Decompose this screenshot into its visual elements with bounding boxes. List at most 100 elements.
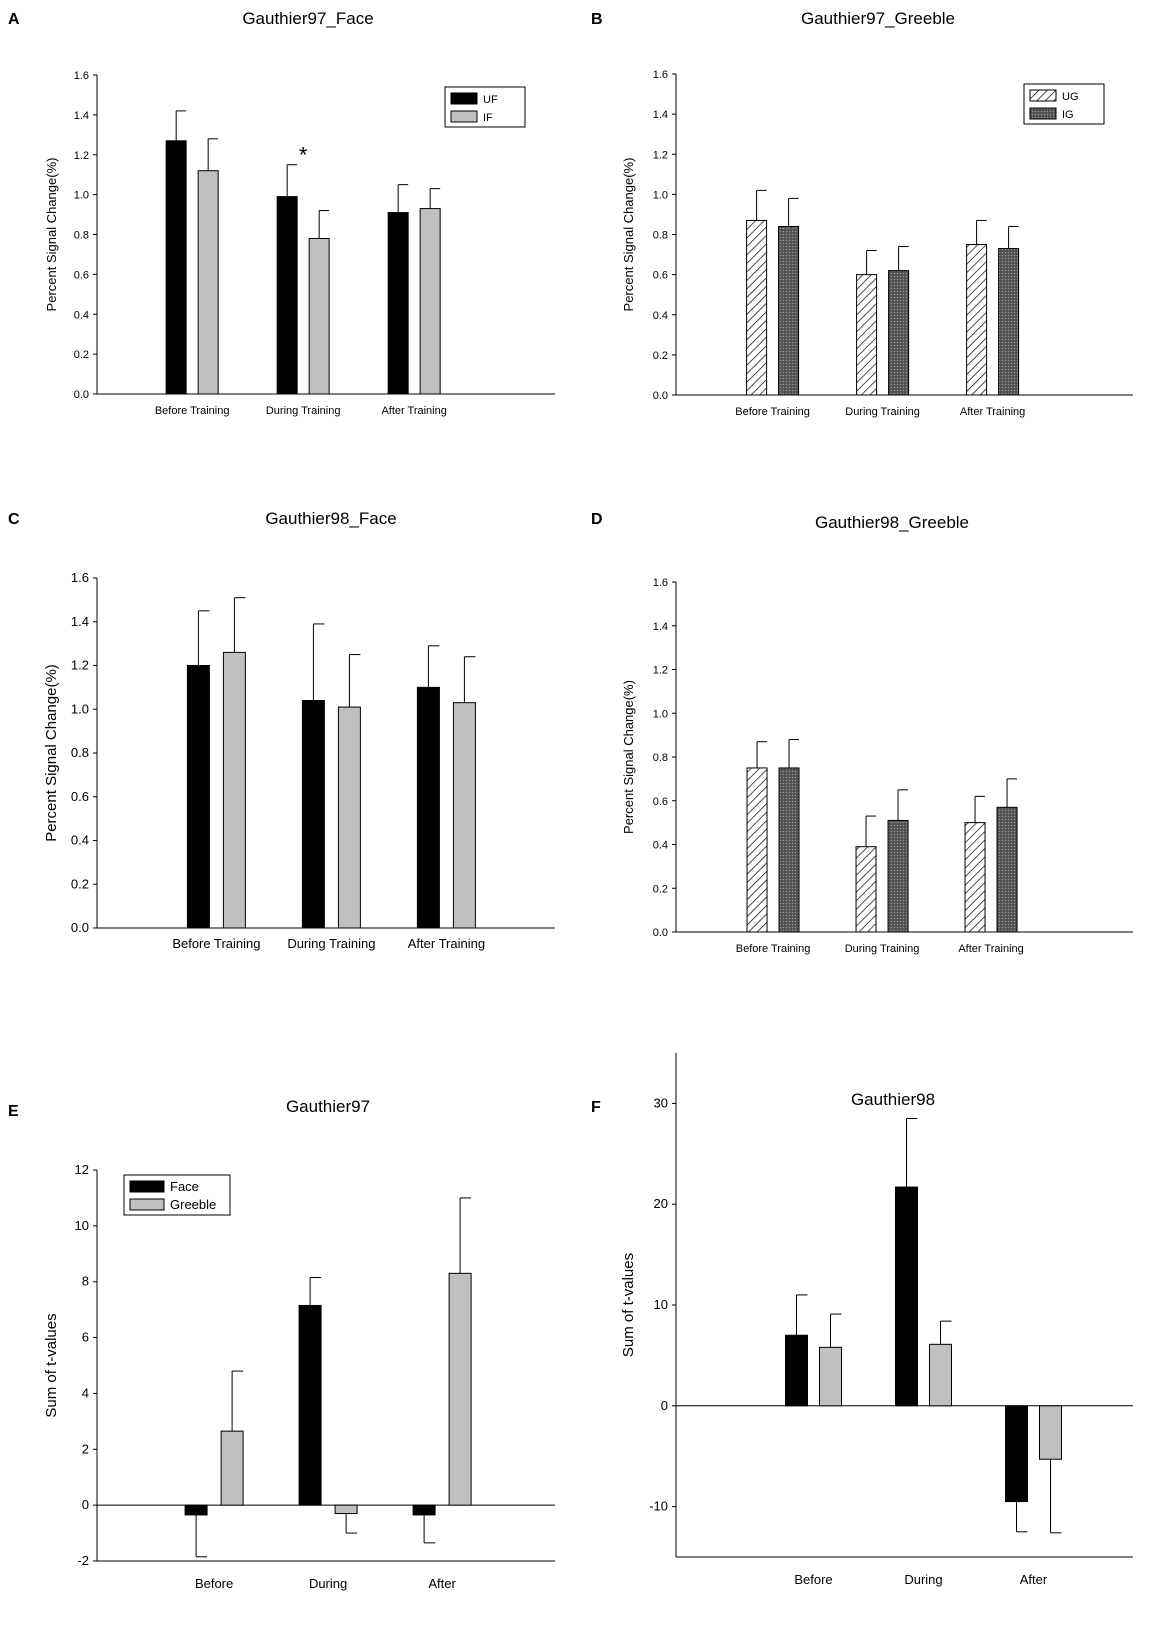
y-tick-label: 1.6 [71,570,89,585]
y-tick-label: 0.4 [653,310,668,322]
panel-label: E [8,1103,19,1120]
bar-ig-2 [887,819,909,933]
x-tick-label: During [904,1572,942,1587]
y-axis-label: Percent Signal Change(%) [621,158,636,312]
y-tick-label: -10 [649,1499,668,1514]
x-tick-label: Before Training [155,405,230,417]
bar-ig-3 [998,248,1020,396]
bar-if-3 [452,702,476,929]
bar-if-1 [222,651,246,929]
x-tick-label: Before Training [172,936,260,951]
y-tick-label: 0.0 [653,390,668,402]
bar-ug-2 [855,846,877,933]
x-tick-label: Before [195,1576,233,1591]
chart-title: Gauthier98 [851,1090,935,1109]
chart-panel-f: F Gauthier98 Sum of t-values -10 0 10 20 30 Befo… [591,1053,1133,1587]
y-tick-label: 0.2 [74,349,89,361]
bar-ig-2 [888,270,910,396]
chart-panel-b: B Gauthier97_Greeble Percent Signal Change… [591,9,1133,418]
y-tick-label: 1.0 [653,189,668,201]
bar-uf-3 [387,212,409,395]
chart-title: Gauthier97_Greeble [801,9,955,28]
y-tick-label: 10 [75,1218,89,1233]
y-tick-label: 12 [75,1162,89,1177]
bar-ig-3 [996,806,1018,933]
y-tick-label: 6 [82,1330,89,1345]
legend-swatch-uf [450,92,478,105]
significance-annotation: * [299,143,308,168]
y-tick-label: 1.0 [653,708,668,720]
panel-label: C [8,511,20,528]
y-tick-label: 0.0 [653,927,668,939]
chart-panel-e: E Gauthier97 Sum of t-values -2 0 2 4 6 8 10 12 Bef… [8,1097,555,1591]
bar-ug-2 [856,274,878,396]
y-tick-label: 8 [82,1274,89,1289]
panel-label: D [591,511,603,528]
y-axis-label: Sum of t-values [43,1313,60,1417]
y-tick-label: 0.8 [653,752,668,764]
y-tick-label: 0.2 [653,883,668,895]
y-tick-label: 1.2 [71,658,89,673]
x-tick-label: After Training [958,943,1023,955]
legend-swatch-greeble [129,1198,165,1211]
y-tick-label: 0.4 [653,840,668,852]
bar-uf-1 [165,140,187,395]
bar-ug-3 [966,244,988,396]
legend-label-uf: UF [483,94,498,106]
y-tick-label: 0 [661,1398,668,1413]
x-tick-label: After Training [381,405,446,417]
x-tick-label: During Training [845,406,920,418]
y-tick-label: 0.4 [71,833,89,848]
chart-title: Gauthier98_Greeble [815,513,969,532]
y-tick-label: 0.6 [653,796,668,808]
legend-swatch-ig [1029,107,1057,120]
chart-panel-c: C Gauthier98_Face Percent Signal Change(%)… [8,509,555,951]
bar-uf-2 [276,196,298,395]
x-tick-label: During Training [287,936,375,951]
y-tick-label: 0.8 [74,230,89,242]
y-tick-label: 30 [654,1095,668,1110]
x-tick-label: After Training [960,406,1025,418]
x-tick-label: After [1020,1572,1048,1587]
bar-face-1 [785,1334,808,1407]
legend-swatch-ug [1029,89,1057,102]
y-tick-label: 10 [654,1297,668,1312]
y-tick-label: 0.0 [74,389,89,401]
y-tick-label: 0.6 [74,269,89,281]
bar-ig-1 [778,767,800,933]
bar-greeble-3 [448,1272,472,1506]
bar-greeble-1 [220,1430,244,1506]
y-tick-label: 1.4 [71,614,89,629]
chart-title: Gauthier98_Face [265,509,396,528]
chart-panel-a: A Gauthier97_Face Percent Signal Change(%)… [8,9,555,417]
chart-panel-d: D Gauthier98_Greeble Percent Signal Change… [591,511,1133,955]
bar-face-1 [184,1504,208,1516]
bar-if-1 [197,170,219,395]
bar-face-3 [1005,1405,1028,1503]
legend-label-greeble: Greeble [170,1197,216,1212]
y-tick-label: 1.6 [653,69,668,81]
bar-if-2 [308,237,330,395]
legend: UG IG [1023,83,1105,125]
y-tick-label: 20 [654,1196,668,1211]
bar-ig-1 [778,225,800,396]
chart-title: Gauthier97 [286,1097,370,1116]
legend: UF IF [444,86,526,128]
x-tick-label: During Training [845,943,920,955]
bar-ug-1 [746,767,768,933]
y-tick-label: 1.2 [74,150,89,162]
legend: Face Greeble [123,1174,231,1216]
chart-title: Gauthier97_Face [242,9,373,28]
panel-label: F [591,1099,601,1116]
x-tick-label: After [428,1576,456,1591]
x-tick-label: During Training [266,405,341,417]
legend-swatch-if [450,110,478,123]
y-tick-label: 0 [82,1497,89,1512]
y-tick-label: 0.0 [71,920,89,935]
x-tick-label: After Training [408,936,485,951]
y-tick-label: -2 [77,1553,89,1568]
y-tick-label: 2 [82,1441,89,1456]
y-tick-label: 0.8 [71,745,89,760]
bar-greeble-1 [819,1346,842,1407]
